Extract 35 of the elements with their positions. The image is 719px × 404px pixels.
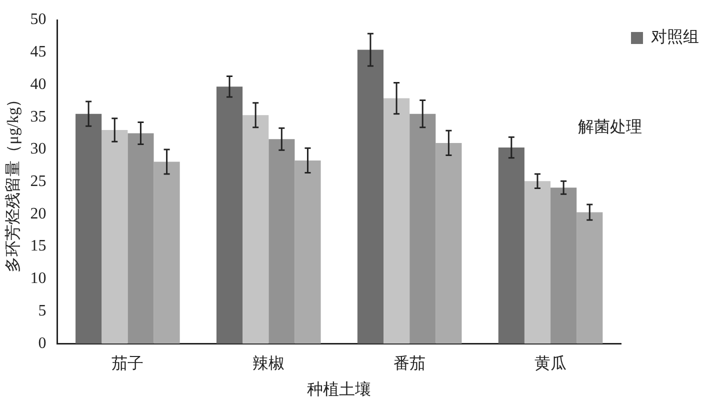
legend-label: 对照组 xyxy=(651,28,699,46)
y-tick-label: 30 xyxy=(30,140,46,158)
bar xyxy=(524,181,551,344)
bar xyxy=(102,130,128,344)
x-tick-label: 黄瓜 xyxy=(534,354,567,372)
bar xyxy=(242,115,269,344)
y-tick-label: 15 xyxy=(30,238,46,255)
bar xyxy=(76,114,102,344)
y-tick-label: 20 xyxy=(30,205,46,222)
x-tick-label: 番茄 xyxy=(394,354,426,372)
x-tick-label: 茄子 xyxy=(112,354,144,372)
bar xyxy=(498,148,524,344)
y-tick-label: 10 xyxy=(30,270,46,288)
y-axis-title: 多环芳烃残留量（μg/kg） xyxy=(4,91,22,272)
bar xyxy=(576,212,603,344)
bar xyxy=(436,142,462,344)
bar xyxy=(154,162,180,344)
bar xyxy=(357,50,384,344)
bar xyxy=(384,98,410,344)
y-tick-label: 45 xyxy=(30,44,46,61)
x-axis-title: 种植土壤 xyxy=(307,380,372,399)
y-tick-label: 0 xyxy=(38,334,46,352)
y-tick-label: 25 xyxy=(30,173,46,190)
bar xyxy=(128,133,154,344)
bar xyxy=(294,160,321,344)
bar xyxy=(410,114,436,344)
bar xyxy=(216,86,243,344)
y-tick-label: 35 xyxy=(30,108,46,126)
y-tick-label: 5 xyxy=(38,302,46,320)
x-tick-label: 辣椒 xyxy=(252,354,285,372)
bar xyxy=(550,188,577,344)
annotation: 解菌处理 xyxy=(578,118,642,136)
y-tick-label: 50 xyxy=(30,11,46,28)
y-tick-label: 40 xyxy=(30,76,46,93)
bar xyxy=(268,139,295,344)
